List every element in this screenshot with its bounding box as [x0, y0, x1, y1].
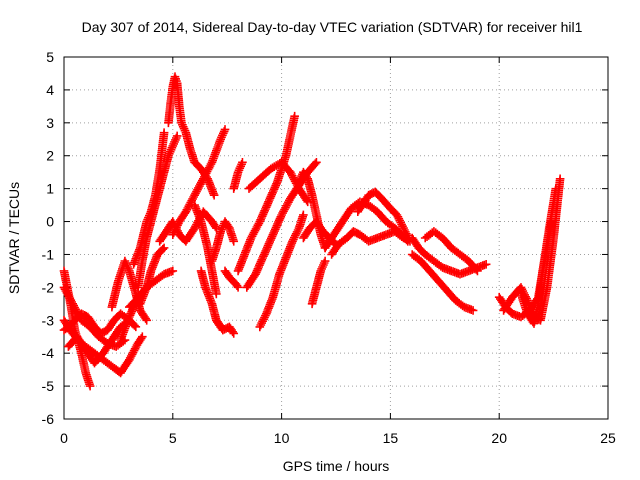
series-t35 — [516, 217, 556, 328]
series-t18 — [220, 266, 243, 292]
series-t19 — [229, 158, 247, 193]
y-tick-label: -6 — [42, 411, 55, 427]
series-t28 — [327, 227, 408, 259]
y-tick-label: -1 — [42, 246, 55, 262]
x-tick-label: 25 — [600, 430, 616, 446]
series-t27 — [320, 197, 413, 253]
series-t31 — [407, 250, 478, 315]
series-t8 — [125, 243, 169, 312]
grid-lines — [64, 57, 608, 419]
y-tick-label: 2 — [46, 148, 54, 164]
chart-title: Day 307 of 2014, Sidereal Day-to-day VTE… — [82, 19, 583, 35]
y-tick-label: -4 — [42, 345, 55, 361]
data-point — [220, 125, 230, 134]
series-t23 — [255, 210, 308, 332]
series-t26 — [307, 256, 330, 309]
data-point — [229, 329, 239, 338]
data-point — [481, 260, 491, 269]
x-tick-labels: 0 5 10 15 20 25 — [60, 430, 616, 446]
data-point — [168, 266, 178, 276]
data-point — [233, 283, 243, 292]
data-point — [159, 243, 169, 253]
data-point — [473, 266, 482, 276]
y-tick-label: 4 — [46, 82, 54, 98]
data-point — [159, 128, 169, 137]
data-point — [290, 111, 299, 121]
series-t4 — [59, 309, 141, 338]
y-tick-label: -3 — [42, 312, 55, 328]
series-t14 — [190, 200, 221, 299]
data-point — [229, 236, 239, 246]
x-axis-label: GPS time / hours — [283, 458, 390, 474]
series-t20 — [233, 111, 299, 276]
data-point — [555, 174, 565, 184]
y-tick-label: -2 — [42, 279, 55, 295]
data-point — [238, 158, 247, 167]
data-point — [172, 131, 182, 141]
axis-ticks — [63, 56, 609, 420]
y-tick-label: 5 — [46, 49, 54, 65]
data-point — [131, 322, 141, 332]
data-point — [138, 332, 147, 342]
data-point — [212, 289, 221, 299]
y-tick-label: 1 — [46, 181, 54, 197]
x-tick-label: 0 — [60, 430, 68, 446]
data-point — [130, 321, 139, 330]
y-tick-label: 3 — [46, 115, 54, 131]
y-tick-labels: -6 -5 -4 -3 -2 -1 0 1 2 3 4 5 — [42, 49, 55, 427]
x-tick-label: 20 — [491, 430, 507, 446]
data-point — [471, 265, 481, 274]
y-axis-label: SDTVAR / TECUs — [6, 182, 22, 294]
x-tick-label: 10 — [274, 430, 290, 446]
data-point — [310, 159, 320, 168]
data-point — [312, 158, 321, 167]
series-t24 — [294, 167, 330, 253]
plot-frame — [63, 56, 609, 420]
data-point — [299, 210, 308, 220]
data-point — [468, 306, 478, 315]
data-points — [59, 72, 565, 391]
x-tick-label: 15 — [383, 430, 399, 446]
data-point — [547, 217, 556, 226]
y-tick-label: 0 — [46, 214, 54, 230]
series-t17 — [212, 316, 239, 338]
y-tick-label: -5 — [42, 378, 55, 394]
data-point — [209, 190, 219, 200]
series-t5 — [64, 315, 134, 368]
x-tick-label: 5 — [169, 430, 177, 446]
data-point — [142, 315, 151, 325]
series-t32 — [420, 227, 482, 276]
series-t16 — [207, 217, 239, 266]
data-point — [320, 256, 330, 266]
series-t10 — [129, 128, 169, 269]
data-point — [158, 244, 168, 254]
series-t29 — [353, 187, 415, 246]
series-t21 — [242, 158, 321, 292]
data-point — [85, 381, 95, 391]
series-t11 — [164, 72, 219, 200]
series-t22 — [244, 158, 313, 207]
